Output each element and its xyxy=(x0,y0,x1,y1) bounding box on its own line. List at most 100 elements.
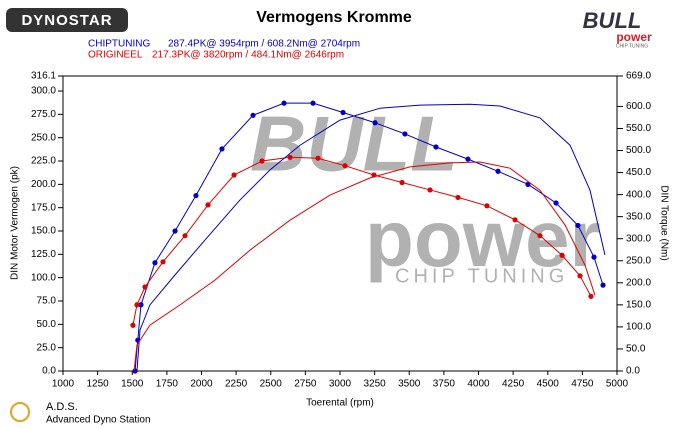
y-tick-label: 250.0 xyxy=(31,132,56,143)
footer-icon xyxy=(10,402,30,422)
y-tick-label: 275.0 xyxy=(31,109,56,120)
logo-chip: CHIP TUNING xyxy=(616,43,648,49)
power-point xyxy=(553,200,559,206)
power-point xyxy=(130,322,136,328)
y2-tick-label: 500.0 xyxy=(626,145,651,156)
power-point xyxy=(340,109,346,116)
power-point xyxy=(525,181,531,187)
x-tick-label: 3750 xyxy=(433,379,456,390)
y2-tick-label: 550.0 xyxy=(626,123,651,134)
footer-logo: A.D.S. xyxy=(46,401,78,413)
y-tick-label: 125.0 xyxy=(31,249,56,260)
x-tick-label: 1250 xyxy=(87,379,110,390)
power-point xyxy=(172,228,178,234)
legend-detail: 217.3PK@ 3820rpm / 484.1Nm@ 2646rpm xyxy=(152,50,344,61)
y2-tick-label: 600.0 xyxy=(626,101,651,112)
x-axis-label: Toerental (rpm) xyxy=(306,398,374,409)
power-point xyxy=(231,172,237,178)
logo-left: DYNOSTAR xyxy=(21,12,112,29)
logo-box xyxy=(6,8,128,32)
x-tick-label: 2750 xyxy=(294,379,317,390)
power-point xyxy=(281,100,287,106)
power-point xyxy=(484,203,490,209)
y2-axis-label: DIN Torque (Nm) xyxy=(658,185,669,260)
power-point xyxy=(205,202,211,208)
x-tick-label: 5000 xyxy=(606,379,629,390)
x-tick-label: 4500 xyxy=(537,379,560,390)
x-tick-label: 1500 xyxy=(121,379,144,390)
power-point xyxy=(455,194,461,201)
power-point xyxy=(142,284,148,290)
y2-tick-label: 669.0 xyxy=(626,71,651,82)
y2-tick-label: 150.0 xyxy=(626,299,651,310)
power-point xyxy=(399,179,405,186)
power-point xyxy=(138,302,144,308)
power-point xyxy=(134,302,140,308)
logo-bull: BULL xyxy=(583,8,642,33)
x-tick-label: 2250 xyxy=(225,379,248,390)
legend-name: ORIGINEEL xyxy=(88,50,143,61)
y2-tick-label: 200.0 xyxy=(626,277,651,288)
power-point xyxy=(465,156,471,162)
power-point xyxy=(427,187,433,193)
x-tick-label: 2500 xyxy=(260,379,283,390)
power-point xyxy=(372,120,378,126)
x-tick-label: 1000 xyxy=(52,379,75,390)
y-tick-label: 175.0 xyxy=(31,202,56,213)
y2-tick-label: 300.0 xyxy=(626,233,651,244)
footer-text: Advanced Dyno Station xyxy=(46,415,151,426)
power-point xyxy=(160,259,166,265)
x-tick-label: 3000 xyxy=(329,379,352,390)
x-tick-label: 4000 xyxy=(467,379,490,390)
legend-detail: 287.4PK@ 3954rpm / 608.2Nm@ 2704rpm xyxy=(168,39,360,50)
y-tick-label: 316.1 xyxy=(31,71,56,82)
y-tick-label: 0.0 xyxy=(42,366,56,377)
y-tick-label: 150.0 xyxy=(31,226,56,237)
power-point xyxy=(591,254,597,260)
power-point xyxy=(559,252,565,258)
power-point xyxy=(315,155,321,161)
torque-line xyxy=(136,103,606,372)
y-tick-label: 225.0 xyxy=(31,156,56,167)
power-point xyxy=(182,233,188,239)
power-point xyxy=(193,192,199,199)
watermark: BULL power CHIP TUNING xyxy=(250,100,601,288)
power-point xyxy=(588,293,594,299)
y-tick-label: 200.0 xyxy=(31,179,56,190)
x-tick-label: 4250 xyxy=(502,379,525,390)
power-point xyxy=(433,144,439,150)
power-point xyxy=(250,112,256,118)
power-point xyxy=(512,217,518,223)
y2-tick-label: 0.0 xyxy=(626,366,640,377)
y2-tick-label: 100.0 xyxy=(626,322,651,333)
power-point xyxy=(287,154,293,160)
y2-tick-label: 400.0 xyxy=(626,189,651,200)
power-point xyxy=(152,260,158,266)
y2-tick-label: 50.0 xyxy=(626,344,646,355)
power-point xyxy=(600,282,606,288)
legend-name: CHIPTUNING xyxy=(88,39,150,50)
watermark-bull: BULL xyxy=(250,100,458,188)
logo-power: power xyxy=(616,30,652,44)
y-tick-label: 50.0 xyxy=(37,319,57,330)
power-point xyxy=(310,100,316,106)
x-tick-label: 3500 xyxy=(398,379,421,390)
power-point xyxy=(575,222,581,229)
watermark-chip: CHIP TUNING xyxy=(395,265,568,287)
torque-line xyxy=(133,161,596,372)
y-tick-label: 100.0 xyxy=(31,272,56,283)
power-point xyxy=(342,163,348,169)
x-tick-label: 2000 xyxy=(190,379,213,390)
power-point xyxy=(402,131,408,137)
y-tick-label: 75.0 xyxy=(37,296,57,307)
chart-title: Vermogens Kromme xyxy=(256,9,412,26)
power-point xyxy=(259,158,265,164)
y2-tick-label: 350.0 xyxy=(626,211,651,222)
power-point xyxy=(537,233,543,239)
x-tick-label: 3250 xyxy=(364,379,387,390)
power-point xyxy=(219,146,225,152)
x-tick-label: 4750 xyxy=(571,379,594,390)
power-point xyxy=(495,168,501,174)
x-tick-label: 1750 xyxy=(156,379,179,390)
